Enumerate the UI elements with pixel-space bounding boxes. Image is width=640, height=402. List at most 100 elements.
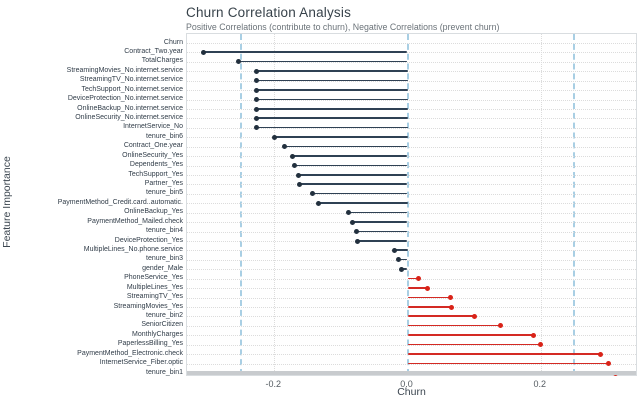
correlation-stem bbox=[203, 51, 408, 53]
category-label: tenure_bin3 bbox=[146, 255, 183, 263]
gridline-horizontal bbox=[187, 212, 636, 214]
correlation-stem bbox=[312, 192, 408, 195]
correlation-stem bbox=[407, 306, 452, 308]
data-point-dot bbox=[291, 163, 297, 169]
data-point-dot bbox=[472, 313, 478, 319]
x-axis-line bbox=[187, 371, 636, 375]
category-label: PaymentMethod_Credit.card..automatic. bbox=[57, 198, 183, 206]
category-label: MultipleLines_Yes bbox=[126, 283, 183, 291]
category-label: TechSupport_No.internet.service bbox=[81, 85, 183, 93]
correlation-stem bbox=[407, 353, 601, 355]
category-label: OnlineSecurity_No.internet.service bbox=[75, 113, 183, 121]
data-point-dot bbox=[297, 181, 303, 187]
correlation-stem bbox=[407, 287, 428, 289]
category-label: MonthlyCharges bbox=[132, 330, 183, 338]
gridline-horizontal bbox=[187, 175, 636, 176]
data-point-dot bbox=[447, 295, 453, 301]
threshold-reference-line bbox=[573, 34, 576, 375]
gridline-horizontal bbox=[187, 71, 636, 73]
x-tick-label: 0.0 bbox=[400, 379, 413, 389]
correlation-stem bbox=[294, 164, 408, 167]
data-point-dot bbox=[236, 59, 242, 65]
data-point-dot bbox=[253, 106, 259, 112]
gridline-horizontal bbox=[187, 61, 636, 63]
correlation-stem bbox=[298, 174, 408, 176]
gridline-horizontal bbox=[187, 184, 636, 186]
data-point-dot bbox=[354, 229, 360, 235]
category-label: tenure_bin1 bbox=[146, 368, 183, 376]
gridline-horizontal bbox=[187, 288, 636, 290]
gridline-horizontal bbox=[187, 297, 636, 299]
gridline-horizontal bbox=[187, 222, 636, 224]
data-point-dot bbox=[448, 304, 454, 310]
data-point-dot bbox=[530, 332, 536, 338]
gridline-horizontal bbox=[187, 259, 636, 261]
data-point-dot bbox=[253, 87, 259, 93]
x-tick-label: 0.2 bbox=[533, 379, 546, 389]
data-point-dot bbox=[355, 238, 361, 244]
x-tick-label: -0.2 bbox=[265, 379, 282, 389]
data-point-dot bbox=[399, 266, 404, 272]
data-point-dot bbox=[289, 153, 295, 159]
category-label: Dependents_Yes bbox=[129, 161, 183, 169]
correlation-stem bbox=[292, 155, 408, 157]
correlation-stem bbox=[348, 211, 408, 214]
correlation-stem bbox=[407, 343, 541, 346]
category-label: SeniorCitizen bbox=[141, 321, 183, 329]
correlation-stem bbox=[256, 117, 408, 119]
zero-reference-line bbox=[406, 34, 409, 375]
correlation-stem bbox=[357, 240, 408, 242]
gridline-horizontal bbox=[187, 118, 636, 120]
data-point-dot bbox=[424, 285, 430, 291]
data-point-dot bbox=[296, 172, 302, 178]
category-label: tenure_bin5 bbox=[146, 189, 183, 197]
gridline-horizontal bbox=[187, 193, 636, 195]
gridline-vertical bbox=[540, 34, 542, 375]
gridline-horizontal bbox=[187, 52, 636, 54]
gridline-horizontal bbox=[187, 241, 636, 242]
category-label: MultipleLines_No.phone.service bbox=[83, 245, 183, 253]
x-axis-title: Churn bbox=[397, 386, 426, 398]
gridline-horizontal bbox=[187, 335, 636, 337]
data-point-dot bbox=[396, 257, 402, 263]
category-label: Partner_Yes bbox=[144, 179, 183, 187]
category-label: gender_Male bbox=[142, 264, 183, 272]
data-point-dot bbox=[253, 125, 259, 131]
category-label: StreamingTV_No.internet.service bbox=[79, 76, 183, 84]
gridline-horizontal bbox=[187, 137, 636, 139]
gridline-horizontal bbox=[187, 344, 636, 346]
category-label: StreamingTV_Yes bbox=[126, 293, 183, 301]
gridline-horizontal bbox=[187, 307, 636, 308]
data-point-dot bbox=[253, 78, 259, 84]
category-label: PaperlessBilling_Yes bbox=[117, 340, 183, 348]
gridline-horizontal bbox=[187, 90, 636, 92]
gridline-horizontal bbox=[187, 278, 636, 280]
gridline-horizontal bbox=[187, 127, 636, 129]
data-point-dot bbox=[345, 210, 351, 216]
correlation-stem bbox=[256, 108, 408, 110]
category-label: DeviceProtection_Yes bbox=[114, 236, 183, 244]
gridline-horizontal bbox=[187, 250, 636, 252]
correlation-stem bbox=[256, 79, 408, 82]
data-point-dot bbox=[282, 144, 288, 150]
category-label: TotalCharges bbox=[141, 57, 183, 65]
correlation-stem bbox=[274, 136, 408, 138]
correlation-stem bbox=[401, 268, 408, 270]
gridline-horizontal bbox=[187, 165, 636, 167]
correlation-stem bbox=[407, 296, 451, 299]
category-label: PaymentMethod_Electronic.check bbox=[77, 349, 183, 357]
data-point-dot bbox=[271, 134, 277, 140]
data-point-dot bbox=[415, 276, 421, 282]
gridline-horizontal bbox=[187, 80, 636, 82]
category-label: PaymentMethod_Mailed.check bbox=[87, 217, 183, 225]
data-point-dot bbox=[315, 200, 321, 206]
correlation-stem bbox=[256, 70, 408, 72]
correlation-stem bbox=[256, 126, 408, 129]
data-point-dot bbox=[537, 342, 543, 348]
plot-area bbox=[186, 33, 637, 376]
category-label: StreamingMovies_No.internet.service bbox=[66, 66, 183, 74]
category-label: Churn bbox=[163, 38, 183, 46]
threshold-reference-line bbox=[239, 34, 242, 375]
data-point-dot bbox=[253, 115, 259, 121]
